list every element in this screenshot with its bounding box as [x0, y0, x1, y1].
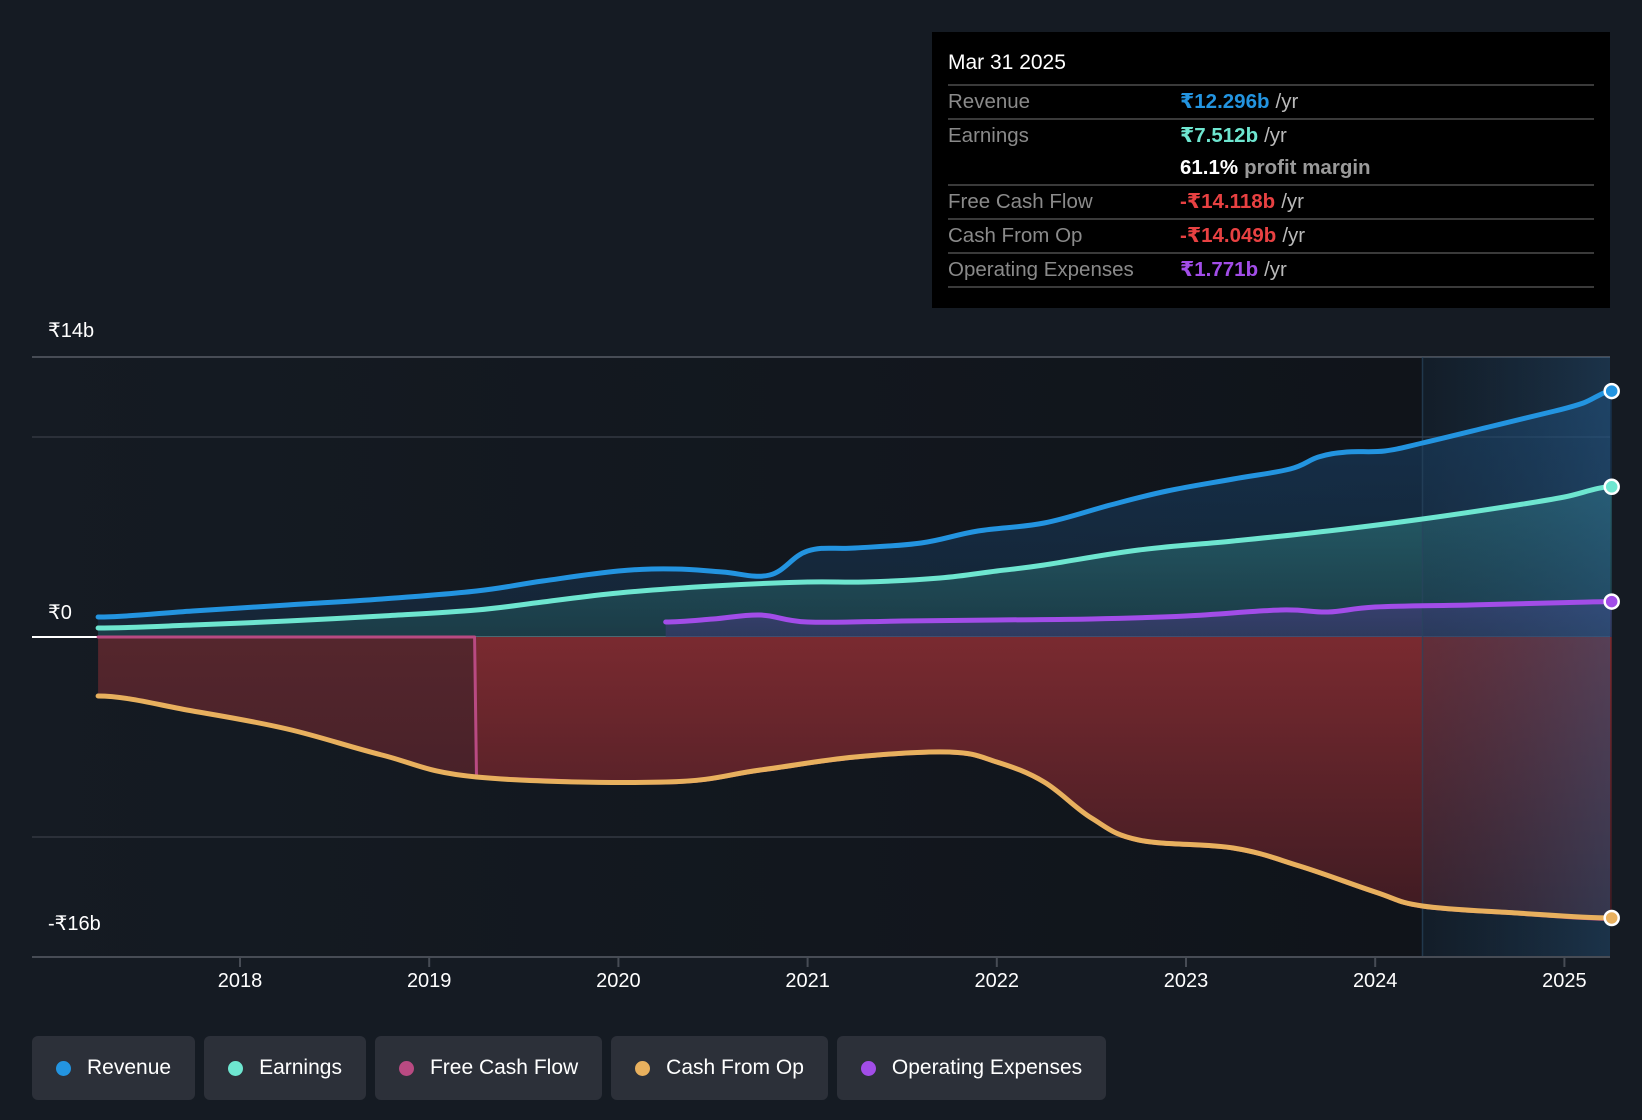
y-tick-label: ₹0: [48, 602, 72, 624]
tooltip-row-profit-margin: 61.1% profit margin: [948, 152, 1594, 186]
profit-margin-value: 61.1%: [1180, 156, 1239, 179]
x-tick-label: 2019: [406, 970, 452, 992]
legend-item-cash-from-op[interactable]: Cash From Op: [611, 1036, 828, 1100]
legend-label: Cash From Op: [666, 1056, 804, 1079]
tooltip-date: Mar 31 2025: [948, 46, 1594, 86]
operating-expenses-dot-icon: [860, 1060, 876, 1076]
series-lines: [95, 388, 1615, 921]
highlight-band: [1422, 357, 1610, 957]
tooltip-unit: /yr: [1275, 90, 1299, 113]
legend-label: Operating Expenses: [891, 1056, 1083, 1079]
cash-from-op-end-marker: [1603, 909, 1620, 927]
free-cash-flow-dot-icon: [398, 1060, 414, 1076]
series-areas: [98, 357, 1612, 957]
tooltip-label: Cash From Op: [948, 224, 1083, 247]
tooltip-value: ₹12.296b: [1180, 90, 1270, 113]
tooltip-label: Earnings: [948, 124, 1029, 147]
end-markers: [1603, 382, 1620, 927]
x-axis-ticks: [32, 956, 1610, 967]
revenue-end-marker: [1603, 382, 1620, 400]
revenue-line: [95, 388, 1615, 620]
x-tick-label: 2020: [596, 970, 641, 992]
tooltip-unit: /yr: [1264, 124, 1287, 147]
tooltip-value: -₹14.118b: [1180, 190, 1276, 213]
tooltip: Mar 31 2025 Revenue ₹12.296b /yr Earning…: [932, 32, 1610, 308]
tooltip-row-cash-from-op: Cash From Op -₹14.049b /yr: [948, 220, 1594, 254]
operating-expenses-end-marker: [1603, 593, 1620, 610]
legend-item-free-cash-flow[interactable]: Free Cash Flow: [374, 1036, 603, 1100]
tooltip-row-free-cash-flow: Free Cash Flow -₹14.118b /yr: [948, 186, 1594, 220]
x-tick-label: 2021: [785, 970, 830, 992]
tooltip-label: Free Cash Flow: [948, 190, 1093, 213]
tooltip-row-operating-expenses: Operating Expenses ₹1.771b /yr: [948, 254, 1594, 288]
tooltip-unit: /yr: [1281, 190, 1304, 213]
tooltip-unit: /yr: [1264, 258, 1287, 281]
x-tick-label: 2018: [217, 970, 263, 992]
y-tick-label: -₹16b: [48, 913, 101, 935]
y-tick-label: ₹14b: [48, 320, 95, 342]
x-tick-label: 2023: [1163, 970, 1209, 992]
x-tick-label: 2025: [1542, 970, 1587, 992]
operating-expenses-line: [663, 599, 1615, 625]
free-cash-flow-area: [476, 637, 1612, 918]
x-tick-label: 2024: [1352, 970, 1398, 992]
tooltip-unit: /yr: [1282, 224, 1306, 247]
cash-from-op-line: [95, 693, 1615, 921]
tooltip-label: [948, 152, 1180, 184]
tooltip-label: Operating Expenses: [948, 258, 1134, 281]
tooltip-value: ₹7.512b: [1180, 124, 1259, 147]
legend-label: Earnings: [259, 1056, 342, 1079]
earnings-dot-icon: [228, 1060, 244, 1076]
tooltip-value: -₹14.049b: [1180, 224, 1277, 247]
legend: Revenue Earnings Free Cash Flow Cash Fro…: [32, 1036, 1107, 1100]
tooltip-row-revenue: Revenue ₹12.296b /yr: [948, 86, 1594, 120]
cash-from-op-dot-icon: [635, 1060, 651, 1076]
earnings-area: [98, 486, 1612, 637]
legend-item-revenue[interactable]: Revenue: [32, 1036, 196, 1100]
revenue-dot-icon: [56, 1060, 71, 1076]
legend-item-earnings[interactable]: Earnings: [204, 1036, 366, 1100]
tooltip-value: ₹1.771b: [1180, 258, 1259, 281]
earnings-end-marker: [1603, 478, 1620, 496]
tooltip-label: Revenue: [948, 90, 1031, 113]
earnings-line: [95, 484, 1615, 631]
tooltip-row-earnings: Earnings ₹7.512b /yr: [948, 120, 1594, 152]
legend-label: Free Cash Flow: [429, 1056, 579, 1079]
cash-from-op-area: [98, 637, 477, 777]
legend-item-operating-expenses[interactable]: Operating Expenses: [836, 1036, 1107, 1100]
legend-label: Revenue: [87, 1056, 172, 1079]
profit-margin-label: profit margin: [1244, 156, 1371, 179]
x-tick-label: 2022: [974, 970, 1020, 992]
